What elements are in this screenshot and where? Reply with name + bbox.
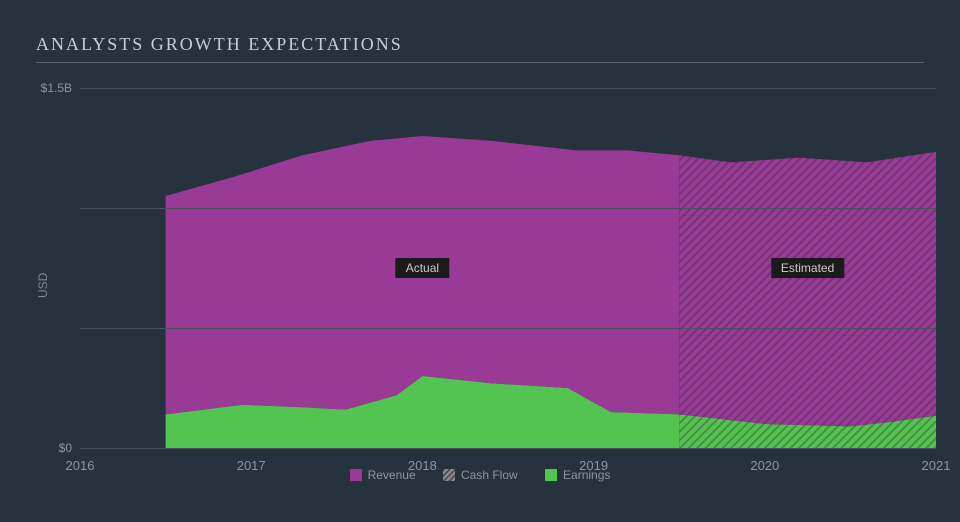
- y-tick-label: $0: [22, 441, 72, 455]
- title-underline: [36, 62, 924, 63]
- legend-swatch-earnings: [545, 469, 557, 481]
- annotation-estimated: Estimated: [771, 258, 844, 278]
- legend-swatch-revenue: [350, 469, 362, 481]
- legend: Revenue Cash Flow Earnings: [0, 468, 960, 484]
- y-gridline: [80, 448, 936, 449]
- legend-item-earnings: Earnings: [545, 468, 610, 482]
- y-gridline: [80, 208, 936, 209]
- area-chart: USD Actual Estimated $0$1.5B201620172018…: [80, 88, 936, 448]
- legend-label-earnings: Earnings: [563, 468, 610, 482]
- y-gridline: [80, 328, 936, 329]
- legend-item-cashflow: Cash Flow: [443, 468, 518, 482]
- y-tick-label: $1.5B: [22, 81, 72, 95]
- annotation-actual: Actual: [396, 258, 449, 278]
- chart-title: ANALYSTS GROWTH EXPECTATIONS: [36, 34, 403, 55]
- legend-label-revenue: Revenue: [368, 468, 416, 482]
- legend-swatch-cashflow: [443, 469, 455, 481]
- y-axis-title: USD: [36, 273, 50, 298]
- legend-item-revenue: Revenue: [350, 468, 416, 482]
- legend-label-cashflow: Cash Flow: [461, 468, 518, 482]
- y-gridline: [80, 88, 936, 89]
